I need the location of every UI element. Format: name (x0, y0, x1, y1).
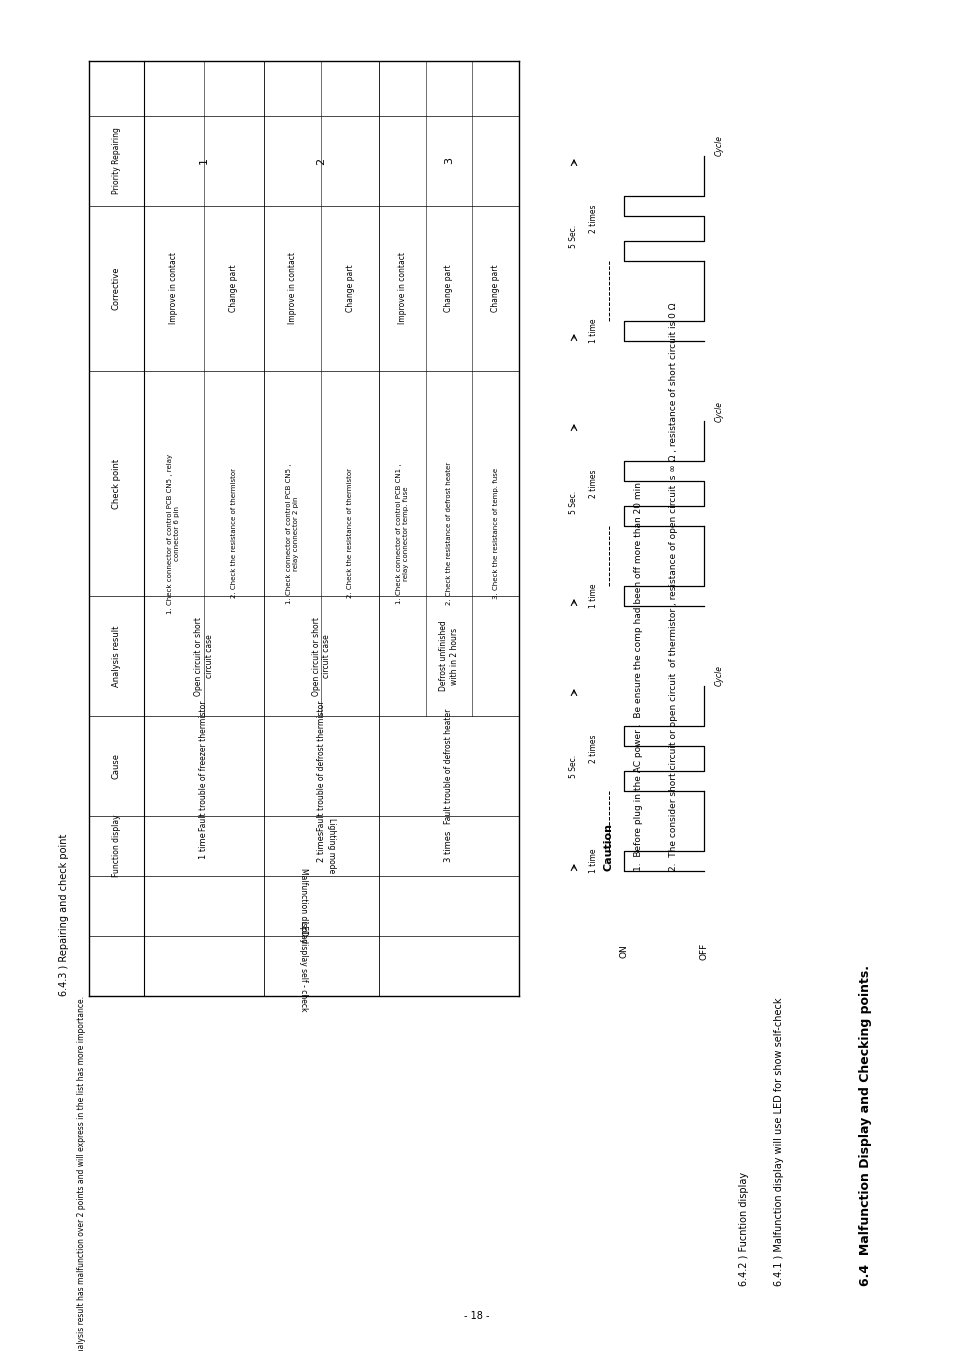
Text: Fault trouble of defrost thermistor: Fault trouble of defrost thermistor (316, 701, 326, 831)
Text: 2 times: 2 times (589, 734, 598, 763)
Text: Cause: Cause (112, 753, 121, 780)
Text: 2 times: 2 times (589, 469, 598, 497)
Text: 3. Check the resistance of temp. fuse: 3. Check the resistance of temp. fuse (492, 467, 498, 598)
Text: Lighting mode: Lighting mode (327, 819, 335, 874)
Text: Open circuit or short
circuit case: Open circuit or short circuit case (194, 616, 213, 696)
Text: 6.4.2 ) Fucntion display: 6.4.2 ) Fucntion display (739, 1171, 748, 1286)
Text: Fault trouble of freezer thermistor: Fault trouble of freezer thermistor (199, 701, 209, 831)
Text: * A the case below , if the analysis result has malfunction over 2 points and wi: * A the case below , if the analysis res… (77, 996, 86, 1351)
Text: - 18 -: - 18 - (464, 1310, 489, 1321)
Text: Change part: Change part (345, 265, 355, 312)
Text: 1. Check connector of control PCB CN5 ,
relay connector 2 pin: 1. Check connector of control PCB CN5 , … (286, 463, 299, 604)
Text: Improve in contact: Improve in contact (170, 253, 178, 324)
Text: Function display: Function display (112, 815, 121, 877)
Text: 1 time: 1 time (589, 848, 598, 873)
Text: 3: 3 (443, 158, 454, 165)
Text: Change part: Change part (230, 265, 238, 312)
Text: 1. Check connector of control PCB CN5 , relay
connector 6 pin: 1. Check connector of control PCB CN5 , … (168, 454, 180, 613)
Text: 6.4.1 ) Malfunction display will use LED for show self-check: 6.4.1 ) Malfunction display will use LED… (773, 997, 783, 1286)
Text: 1. Check connector of control PCB CN1 ,
relay connector temp. fuse: 1. Check connector of control PCB CN1 , … (395, 463, 409, 604)
Text: Priority Repairing: Priority Repairing (112, 127, 121, 195)
Text: 1 time: 1 time (589, 319, 598, 343)
Text: Change part: Change part (444, 265, 453, 312)
Text: Improve in contact: Improve in contact (288, 253, 297, 324)
Text: 1.  Before plug in the AC power .  Be ensure the comp had been off more than 20 : 1. Before plug in the AC power . Be ensu… (634, 480, 642, 871)
Text: Cycle: Cycle (714, 400, 722, 422)
Text: 1 time: 1 time (589, 584, 598, 608)
Text: Malfunction display: Malfunction display (299, 869, 308, 943)
Text: 6.4  Malfunction Display and Checking points.: 6.4 Malfunction Display and Checking poi… (858, 965, 871, 1286)
Text: 6.4.3 ) Repairing and check point: 6.4.3 ) Repairing and check point (59, 834, 69, 996)
Text: Check point: Check point (112, 458, 121, 508)
Text: 2. Check the resistance of defrost heater: 2. Check the resistance of defrost heate… (446, 462, 452, 605)
Text: ON: ON (618, 944, 628, 958)
Text: LED display self - check: LED display self - check (299, 921, 308, 1012)
Text: Change part: Change part (491, 265, 499, 312)
Text: 5 Sec.: 5 Sec. (569, 755, 578, 778)
Text: Cycle: Cycle (714, 666, 722, 686)
Text: 2: 2 (316, 158, 326, 165)
Text: Cycle: Cycle (714, 135, 722, 157)
Text: 1: 1 (199, 158, 209, 165)
Text: Open circuit or short
circuit case: Open circuit or short circuit case (312, 616, 331, 696)
Text: 2. Check the resistance of thermistor: 2. Check the resistance of thermistor (231, 469, 236, 598)
Text: Fault trouble of defrost heater: Fault trouble of defrost heater (444, 708, 453, 824)
Text: 3 times: 3 times (444, 831, 453, 862)
Text: 2.  The consider short circuit or open circuit  of thermistor , resistance of op: 2. The consider short circuit or open ci… (668, 303, 678, 871)
Text: Corrective: Corrective (112, 266, 121, 311)
Text: Caution: Caution (603, 823, 614, 871)
Text: 2. Check the resistance of thermistor: 2. Check the resistance of thermistor (347, 469, 353, 598)
Text: 2 times: 2 times (589, 204, 598, 232)
Text: Analysis result: Analysis result (112, 626, 121, 686)
Text: OFF: OFF (699, 943, 708, 959)
Text: Defrost unfinished
with in 2 hours: Defrost unfinished with in 2 hours (438, 620, 458, 692)
Text: 5 Sec.: 5 Sec. (569, 226, 578, 249)
Text: Improve in contact: Improve in contact (397, 253, 406, 324)
Text: 5 Sec.: 5 Sec. (569, 490, 578, 513)
Text: 2 times: 2 times (316, 831, 326, 862)
Text: 1 time: 1 time (199, 832, 209, 859)
